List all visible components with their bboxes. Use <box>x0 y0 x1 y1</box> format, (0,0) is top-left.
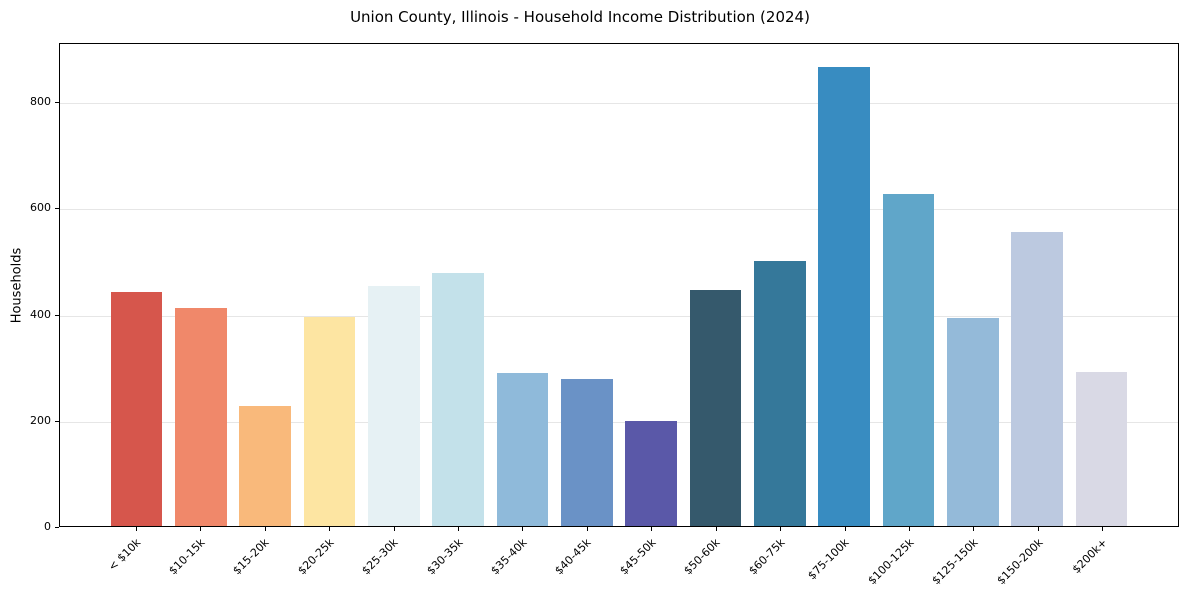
y-tick-label: 600 <box>30 201 51 215</box>
x-tick-label: $75-100k <box>805 536 852 583</box>
x-tick-mark <box>651 527 653 531</box>
x-tick-label: $35-40k <box>488 536 530 578</box>
y-tick-label: 200 <box>30 413 51 427</box>
x-tick-label: $125-150k <box>929 536 981 588</box>
x-tick-mark <box>909 527 910 531</box>
x-tick-mark <box>586 527 588 531</box>
y-tick-label: 800 <box>30 95 51 108</box>
chart-title: Union County, Illinois - Household Incom… <box>350 8 810 26</box>
x-tick-label: $60-75k <box>746 536 788 578</box>
x-tick-label: $15-20k <box>230 536 272 578</box>
x-tick-mark <box>973 527 975 531</box>
x-tick-label: $40-45k <box>552 536 594 578</box>
bar-$15-20k <box>239 405 291 526</box>
x-tick-label: < $10k <box>105 536 143 574</box>
bar-$10-15k <box>175 308 227 526</box>
y-tick-mark <box>55 102 59 103</box>
x-tick-mark <box>715 527 717 531</box>
bar-$100-125k <box>882 194 935 526</box>
x-tick-label: $45-50k <box>617 536 659 578</box>
y-tick-label: 400 <box>30 307 51 321</box>
bar-$75-100k <box>818 66 870 526</box>
bar-$20-25k <box>303 317 356 526</box>
gridline-800 <box>60 103 1178 104</box>
bar-$45-50k <box>625 420 677 526</box>
y-tick-label: 0 <box>44 520 51 533</box>
x-tick-mark <box>393 527 395 531</box>
bar-$150-200k <box>1011 232 1063 526</box>
x-tick-mark <box>522 527 524 531</box>
x-tick-mark <box>1037 527 1039 531</box>
y-tick-mark <box>55 314 59 316</box>
x-tick-label: $50-60k <box>681 536 723 578</box>
bar-$60-75k <box>754 261 806 526</box>
x-tick-label: $20-25k <box>294 536 337 578</box>
x-tick-label: $25-30k <box>359 536 401 578</box>
gridline-200 <box>60 421 1178 423</box>
x-tick-mark <box>135 527 137 531</box>
x-tick-mark <box>457 527 459 531</box>
x-tick-label: $30-35k <box>423 536 466 578</box>
y-tick-mark <box>55 527 59 528</box>
y-tick-mark <box>55 420 59 422</box>
bar-< $10k <box>110 292 163 526</box>
x-tick-mark <box>264 527 266 531</box>
bar-$35-40k <box>496 373 549 526</box>
x-tick-label: $200k+ <box>1069 536 1110 577</box>
x-tick-mark <box>780 527 782 531</box>
x-tick-label: $150-200k <box>993 536 1046 588</box>
bar-$125-150k <box>947 318 999 526</box>
y-tick-mark <box>55 208 59 210</box>
bar-$50-60k <box>689 290 742 526</box>
x-tick-mark <box>844 527 846 531</box>
x-tick-mark <box>1102 527 1104 531</box>
x-tick-mark <box>200 527 202 531</box>
bar-$200k+ <box>1075 371 1128 526</box>
gridline-400 <box>60 315 1178 317</box>
x-tick-label: $10-15k <box>166 536 208 578</box>
bar-$30-35k <box>432 272 484 526</box>
bar-$25-30k <box>368 286 420 526</box>
plot-area <box>59 43 1179 527</box>
x-tick-label: $100-125k <box>865 536 917 588</box>
gridline-600 <box>60 209 1178 211</box>
bar-$40-45k <box>561 378 613 526</box>
x-tick-mark <box>329 527 330 531</box>
